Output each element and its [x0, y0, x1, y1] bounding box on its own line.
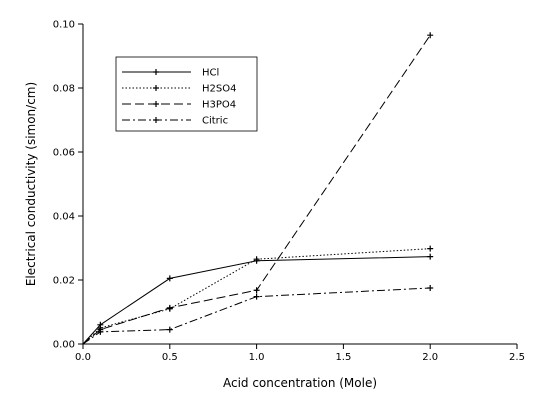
series-hcl — [82, 253, 434, 345]
data-point — [166, 304, 173, 311]
legend-label: H2SO4 — [202, 84, 236, 95]
legend-label: HCl — [202, 68, 219, 79]
data-point — [166, 326, 173, 333]
legend-item: H2SO4 — [122, 84, 236, 95]
x-axis-title: Acid concentration (Mole) — [223, 376, 377, 390]
y-tick-label: 0.04 — [53, 212, 75, 223]
data-point — [427, 285, 434, 291]
y-tick-label: 0.06 — [53, 148, 75, 159]
y-axis-title: Electrical conductivity (simon/cm) — [24, 82, 38, 286]
x-axis-ticks: 0.0 0.5 1.0 1.5 2.0 2.5 — [75, 344, 525, 363]
y-tick-label: 0.08 — [53, 84, 75, 95]
y-tick-label: 0.00 — [53, 340, 75, 351]
data-point — [97, 328, 104, 335]
x-tick-label: 0.0 — [75, 352, 91, 363]
legend-marker — [153, 85, 159, 91]
y-tick-label: 0.02 — [53, 276, 75, 287]
legend: HCl H2SO4 H3PO4 Citric — [115, 56, 258, 132]
x-tick-label: 2.5 — [509, 352, 525, 363]
legend-item: Citric — [122, 116, 228, 127]
data-point — [253, 287, 260, 294]
legend-item: HCl — [122, 68, 219, 79]
data-point — [427, 253, 434, 260]
x-tick-label: 1.5 — [335, 352, 351, 363]
y-tick-label: 0.10 — [53, 20, 75, 31]
data-point — [166, 275, 173, 282]
legend-marker — [153, 101, 159, 107]
data-point — [427, 32, 434, 39]
series-h3po4 — [82, 32, 434, 345]
legend-marker — [153, 117, 159, 123]
y-axis-ticks: 0.00 0.02 0.04 0.06 0.08 0.10 — [53, 20, 83, 351]
data-point — [427, 245, 434, 252]
data-point — [253, 256, 260, 263]
x-tick-label: 1.0 — [249, 352, 265, 363]
data-point — [253, 293, 260, 300]
series-line — [82, 287, 431, 345]
legend-item: H3PO4 — [122, 100, 236, 111]
legend-label: H3PO4 — [202, 100, 236, 111]
series-citric — [82, 285, 434, 345]
legend-box — [115, 56, 258, 132]
x-tick-label: 2.0 — [422, 352, 438, 363]
legend-label: Citric — [202, 116, 228, 127]
series-group — [82, 32, 434, 345]
legend-marker — [153, 69, 159, 75]
x-tick-label: 0.5 — [162, 352, 178, 363]
